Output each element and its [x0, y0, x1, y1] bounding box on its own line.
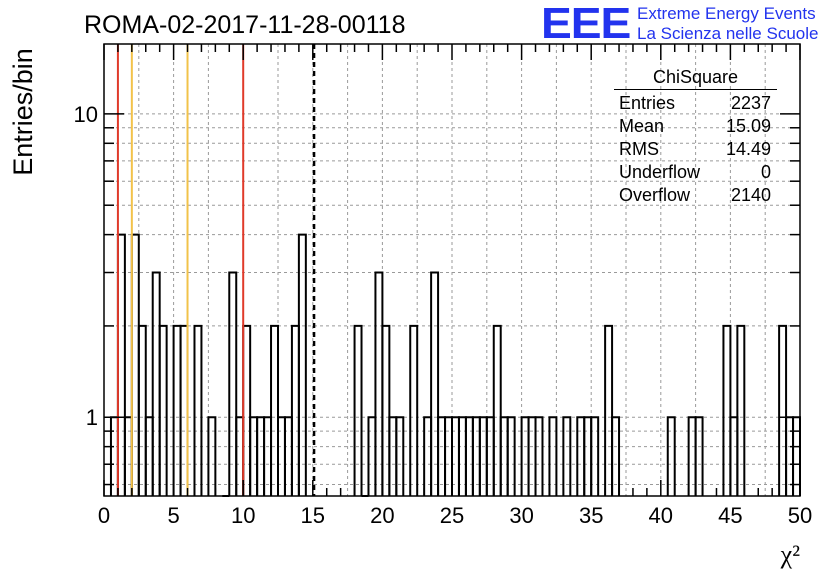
eee-logo: EEE — [541, 0, 631, 48]
histogram-bin — [353, 324, 363, 496]
histogram-bin — [590, 416, 600, 496]
histogram-bin — [158, 324, 168, 496]
stats-label: Overflow — [619, 185, 691, 205]
stats-label: Entries — [619, 93, 676, 113]
histogram-bin — [374, 271, 384, 496]
histogram-bin — [430, 271, 440, 496]
histogram-bin — [666, 416, 676, 496]
histogram-bin — [492, 324, 502, 496]
histogram-bin — [611, 416, 621, 496]
histogram-bin — [604, 324, 614, 496]
histogram-bin — [116, 233, 126, 496]
histogram-bin — [548, 416, 558, 496]
x-tick-label: 30 — [509, 503, 533, 528]
logo-line-2: La Scienza nelle Scuole — [637, 24, 819, 43]
histogram-bin — [137, 324, 147, 496]
histogram-bin — [297, 233, 307, 496]
logo-caption: Extreme Energy Events La Scienza nelle S… — [637, 4, 818, 44]
histogram-bin — [172, 324, 182, 496]
stats-value: 14.49 — [725, 139, 771, 159]
histogram-bin — [736, 324, 746, 496]
stats-row: Underflow 0 — [614, 161, 777, 184]
histogram-bin — [381, 324, 391, 496]
x-tick-label: 5 — [167, 503, 179, 528]
y-tick-label: 1 — [86, 405, 98, 430]
stats-value: 15.09 — [725, 116, 771, 136]
histogram-bin — [193, 324, 203, 496]
stats-label: Underflow — [619, 162, 701, 182]
stats-value: 0 — [760, 162, 771, 182]
x-tick-label: 10 — [231, 503, 255, 528]
x-axis-label: χ² — [780, 540, 801, 569]
histogram-bin — [207, 416, 217, 496]
x-tick-label: 20 — [370, 503, 394, 528]
stats-row: Mean 15.09 — [614, 115, 777, 138]
histogram-bin — [130, 233, 140, 496]
x-tick-label: 0 — [98, 503, 110, 528]
y-tick-label: 10 — [74, 102, 98, 127]
histogram-bin — [694, 416, 704, 496]
stats-value: 2140 — [730, 185, 771, 205]
x-tick-label: 35 — [579, 503, 603, 528]
histogram-bin — [778, 324, 788, 496]
histogram-bin — [395, 416, 405, 496]
x-tick-label: 50 — [788, 503, 812, 528]
x-tick-label: 45 — [718, 503, 742, 528]
histogram-bin — [179, 324, 189, 496]
histogram-bin — [290, 324, 300, 496]
stats-title: ChiSquare — [614, 67, 777, 90]
tick-label-layer: 0 5 10 15 20 25 30 35 40 45 50 1 10 — [74, 102, 813, 528]
stats-row: RMS 14.49 — [614, 138, 777, 161]
histogram-bin — [722, 324, 732, 496]
stats-row: Overflow 2140 — [614, 184, 777, 207]
histogram-bin — [534, 416, 544, 496]
x-tick-label: 15 — [301, 503, 325, 528]
stats-value: 2237 — [730, 93, 771, 113]
histogram-bin — [242, 324, 252, 496]
axes-layer — [103, 43, 801, 497]
histogram-bin — [228, 271, 238, 496]
x-tick-label: 40 — [649, 503, 673, 528]
y-axis-label: Entries/bin — [8, 48, 38, 176]
stats-label: RMS — [619, 139, 659, 159]
histogram-bin — [562, 416, 572, 496]
histogram-bin — [151, 271, 161, 496]
histogram-bin — [270, 324, 279, 496]
marker-layer — [116, 44, 316, 496]
stats-row: Entries 2237 — [614, 92, 777, 115]
histogram-bin — [506, 416, 516, 496]
x-tick-label: 25 — [440, 503, 464, 528]
logo-line-1: Extreme Energy Events — [637, 4, 816, 23]
stats-box: ChiSquare Entries 2237 Mean 15.09 RMS 14… — [614, 67, 777, 207]
chart-title: ROMA-02-2017-11-28-00118 — [84, 11, 406, 39]
histogram-layer — [109, 233, 801, 497]
stats-label: Mean — [619, 116, 665, 136]
histogram-bin — [409, 324, 419, 496]
